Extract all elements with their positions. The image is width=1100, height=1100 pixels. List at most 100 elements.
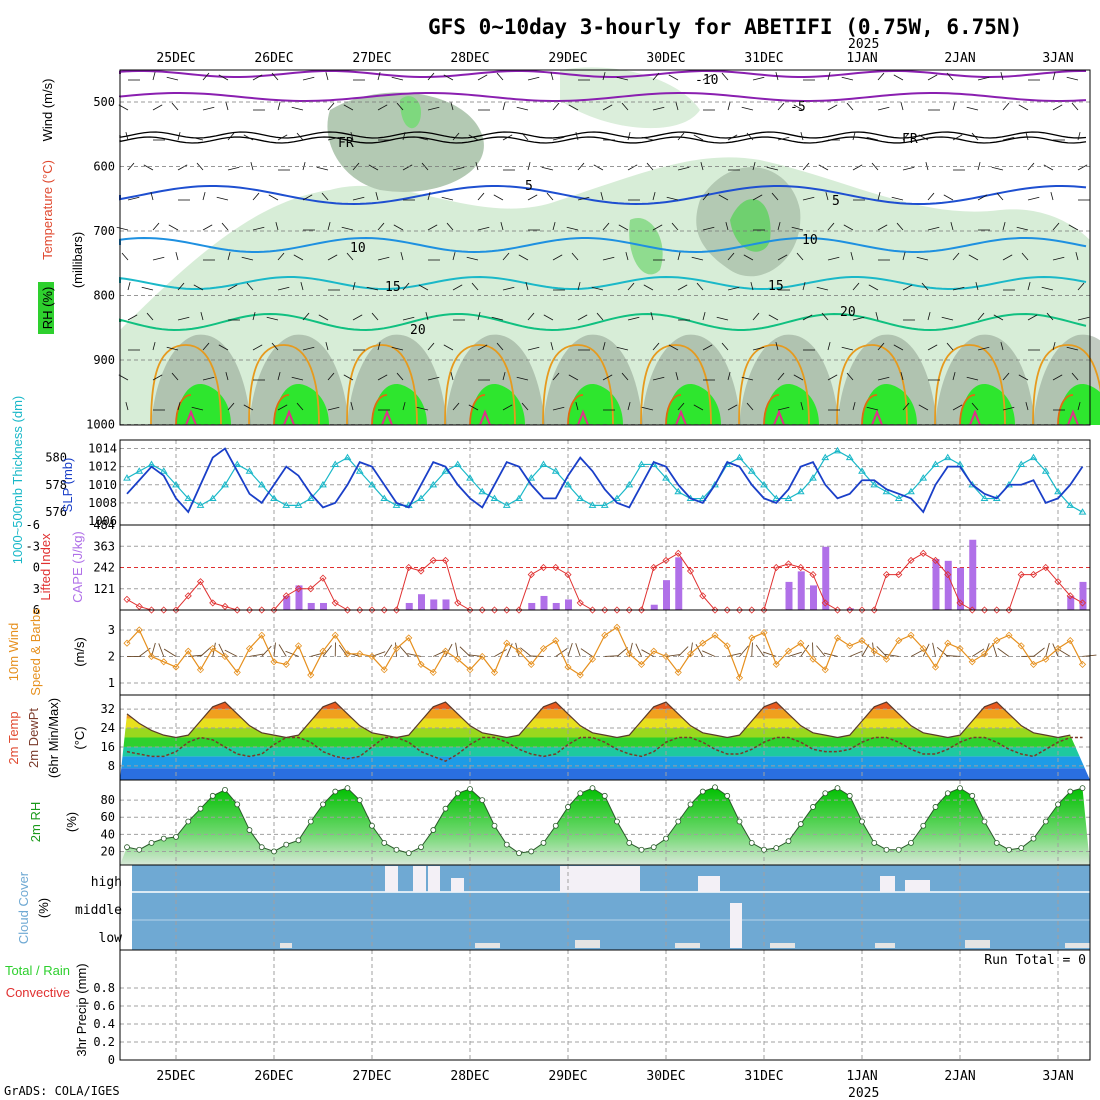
wind10-barb	[910, 649, 924, 657]
wind10-point	[441, 647, 450, 655]
wind10-point	[135, 626, 143, 634]
wind-barb	[666, 196, 679, 201]
wind-barb	[475, 162, 479, 171]
li-point	[184, 592, 192, 600]
rh-point	[993, 839, 1000, 846]
dewpt-line	[126, 736, 1083, 762]
rh-point	[748, 839, 755, 846]
cape-tick: 242	[93, 561, 115, 575]
temp-band	[120, 746, 1090, 757]
wind-barb	[552, 222, 556, 231]
wind-barb	[593, 164, 604, 171]
wind-barb	[302, 312, 310, 321]
wind10-tick: 2	[108, 649, 115, 663]
wind-barb	[652, 224, 663, 231]
slp-label-slp: SLP (mb)	[60, 458, 75, 513]
wind10-label-a: 10m Wind	[6, 623, 21, 682]
cape-tick: 484	[93, 518, 115, 532]
wind-barb	[450, 102, 454, 111]
wind-barb	[496, 342, 504, 351]
wind-barb	[625, 252, 629, 261]
wind-barb	[202, 192, 206, 201]
thickness-point	[870, 480, 879, 488]
wind-barb	[577, 162, 585, 171]
wind-barb	[277, 102, 281, 111]
orange-contour	[444, 344, 516, 426]
temp-band	[120, 718, 1090, 729]
wind-barb	[741, 106, 754, 111]
wind-barb	[1046, 312, 1054, 321]
wind-barb	[652, 342, 660, 351]
contour-label: 10	[350, 241, 366, 256]
cloud-clear-block	[413, 866, 426, 892]
thickness-point	[943, 453, 952, 461]
rh-point	[528, 848, 535, 855]
rh-point	[307, 818, 314, 825]
wind-barb	[171, 102, 179, 111]
wind-barb	[946, 342, 954, 351]
wind10-point	[613, 623, 621, 631]
wind-barb	[700, 162, 704, 171]
wind-barb	[502, 404, 513, 411]
wind10-barb	[1045, 642, 1050, 657]
li-point	[405, 563, 413, 572]
li-point	[478, 606, 486, 614]
wind10-barb	[459, 646, 471, 657]
cape-bar	[957, 567, 964, 610]
wind-barb	[796, 252, 804, 261]
orange-contour	[1032, 344, 1100, 426]
precip-tick: 0.6	[93, 999, 115, 1013]
rh-tick: 40	[101, 827, 115, 841]
wind-barb	[468, 134, 479, 141]
wind-barb	[802, 196, 815, 201]
rh-point	[650, 844, 657, 851]
wind10-point	[282, 660, 290, 669]
cape-bar	[405, 602, 413, 610]
wind-barb	[952, 134, 963, 141]
cloud-clear-block	[698, 876, 720, 892]
thickness-point	[441, 467, 450, 474]
chart-title: GFS 0~10day 3-hourly for ABETIFI (0.75W,…	[428, 15, 1022, 39]
wind-barb	[641, 406, 654, 411]
wind10-point	[356, 650, 364, 658]
low-cloud-column	[151, 334, 251, 425]
li-point	[282, 592, 290, 600]
wind10-point	[552, 636, 560, 645]
li-point	[980, 606, 989, 614]
wind-barb	[577, 314, 588, 321]
wind-barb	[602, 342, 606, 351]
wind-barb	[477, 344, 488, 351]
date-label-bottom: 29DEC	[548, 1069, 587, 1084]
li-point	[797, 563, 805, 572]
thickness-point	[294, 501, 303, 508]
rh-point	[124, 844, 130, 851]
wind-barb	[927, 226, 940, 231]
thickness-point	[319, 480, 327, 488]
cloud-label-unit: (%)	[36, 898, 51, 918]
wind10-barb	[1082, 654, 1097, 657]
wind10-point	[711, 631, 719, 639]
wind-barb	[227, 284, 238, 291]
wind-barb	[727, 372, 731, 381]
wind10-barb	[322, 645, 332, 657]
li-point	[135, 602, 143, 611]
precip-panel: 0.8 0.6 0.4 0.2 0 Run Total = 0	[93, 949, 1091, 1067]
rh-point	[724, 792, 731, 799]
li-point	[711, 606, 719, 614]
wind-barb	[246, 282, 254, 291]
cape-bar	[1079, 581, 1087, 610]
magenta-contour	[675, 409, 687, 426]
li-point	[784, 560, 793, 568]
thickness-point	[515, 494, 523, 502]
wind-barb	[166, 346, 179, 351]
wind-barb	[418, 284, 429, 291]
thickness-point	[392, 501, 401, 508]
wind-barb	[902, 252, 906, 261]
rh-point	[687, 801, 694, 808]
thickness-point	[637, 460, 646, 467]
wind-barb	[718, 194, 729, 201]
rh-point	[797, 821, 804, 827]
rh-point	[467, 786, 473, 792]
contour-label: 5	[525, 179, 533, 194]
wind-barb	[746, 402, 754, 411]
